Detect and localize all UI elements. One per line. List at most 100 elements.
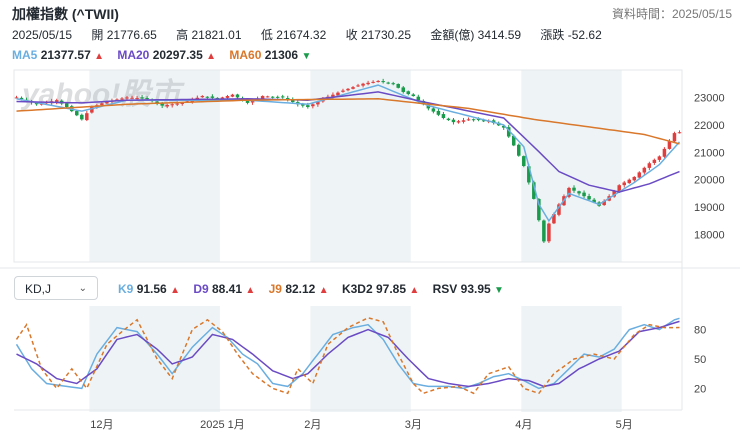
ma20-legend: MA20 20297.35 ▲	[117, 48, 219, 62]
candle-body	[642, 167, 647, 173]
ma60-line	[16, 98, 680, 145]
candle-body	[275, 96, 280, 98]
rsv-legend: RSV 93.95 ▼	[433, 282, 504, 296]
kd-shaded-band	[521, 306, 622, 412]
ma60-legend: MA60 21306 ▼	[229, 48, 311, 62]
candle-body	[220, 97, 225, 99]
ma5-value: 21377.57	[40, 48, 91, 62]
candle-body	[466, 119, 471, 121]
k9-value: 91.56	[136, 282, 167, 296]
arrow-down-icon: ▼	[301, 51, 312, 62]
candle-body	[356, 85, 360, 87]
ma60-value: 21306	[264, 48, 299, 62]
candle-body	[501, 125, 506, 128]
quote-row: 2025/05/15 開 21776.65 高 21821.01 低 21674…	[12, 26, 618, 43]
candle-body	[622, 182, 626, 186]
candle-body	[351, 87, 355, 89]
candle-body	[155, 101, 159, 104]
candle-body	[667, 141, 672, 149]
price-y-tick: 22000	[694, 120, 725, 132]
kd-y-tick: 80	[694, 325, 706, 337]
candle-body	[265, 96, 270, 98]
rsv-value: 93.95	[460, 282, 491, 296]
candle-body	[306, 105, 310, 108]
candle-body	[64, 103, 69, 108]
candle-body	[602, 200, 606, 206]
k3d2-legend: K3D2 97.85 ▲	[342, 282, 423, 296]
candle-body	[280, 96, 285, 98]
candle-body	[285, 98, 290, 100]
candle-body	[657, 156, 662, 160]
candle-body	[426, 104, 431, 109]
d9-value: 88.41	[212, 282, 243, 296]
candle-body	[582, 192, 586, 197]
page-title: 加權指數 (^TWII)	[12, 6, 119, 22]
quote-low: 低 21674.32	[260, 28, 327, 42]
candle-body	[547, 223, 551, 242]
k3d2-value: 97.85	[375, 282, 407, 296]
candle-body	[85, 113, 89, 121]
candle-body	[572, 187, 576, 191]
price-y-tick: 18000	[694, 230, 725, 242]
k9-label: K9	[118, 282, 134, 296]
ma20-label: MA20	[117, 48, 150, 62]
candle-body	[250, 100, 255, 103]
candle-body	[662, 148, 667, 157]
candle-body	[451, 119, 456, 123]
candle-body	[115, 99, 119, 101]
quote-change: 漲跌 -52.62	[540, 28, 602, 42]
arrow-up-icon: ▲	[409, 285, 420, 296]
candle-body	[120, 98, 124, 100]
candle-body	[175, 103, 179, 105]
kd-legend: K9 91.56 ▲ D9 88.41 ▲ J9 82.12 ▲ K3D2 97…	[118, 282, 514, 296]
candle-body	[54, 100, 59, 102]
candle-body	[406, 91, 411, 94]
candle-body	[537, 198, 541, 221]
arrow-up-icon: ▲	[94, 51, 104, 62]
candle-body	[336, 92, 340, 96]
candle-body	[80, 114, 84, 120]
j9-value: 82.12	[285, 282, 316, 296]
candle-body	[386, 82, 390, 84]
candle-body	[476, 118, 481, 121]
quote-date: 2025/05/15	[12, 28, 73, 42]
candle-body	[511, 135, 516, 146]
candle-body	[341, 90, 345, 92]
candle-body	[361, 83, 365, 86]
candle-body	[205, 96, 210, 98]
candle-body	[587, 196, 591, 200]
candle-body	[517, 144, 521, 156]
arrow-up-icon: ▲	[318, 285, 329, 296]
candle-body	[416, 96, 421, 101]
k3d2-label: K3D2	[341, 282, 373, 296]
candle-body	[19, 97, 24, 100]
d9-legend: D9 88.41 ▲	[193, 282, 258, 296]
candle-body	[441, 114, 446, 118]
candle-body	[14, 97, 19, 99]
candle-body	[577, 191, 581, 194]
candle-body	[672, 133, 677, 142]
candle-body	[145, 98, 149, 100]
quote-close: 收 21730.25	[345, 28, 411, 42]
candle-body	[637, 172, 642, 178]
x-tick: 5月	[616, 419, 633, 431]
candle-body	[105, 101, 109, 104]
j9-label: J9	[268, 282, 282, 296]
candle-body	[260, 96, 265, 99]
candle-body	[381, 81, 385, 83]
candle-body	[436, 110, 441, 115]
candle-body	[527, 166, 531, 183]
candle-body	[130, 97, 134, 99]
candle-body	[366, 82, 370, 85]
candle-body	[647, 163, 652, 168]
d9-label: D9	[193, 282, 209, 296]
candle-body	[316, 101, 320, 105]
candle-body	[632, 176, 637, 181]
candle-body	[592, 199, 596, 203]
candle-body	[371, 81, 375, 83]
d9-line	[16, 320, 680, 388]
indicator-select[interactable]: KD,J ⌄	[14, 276, 98, 300]
candle-body	[456, 121, 461, 123]
candle-body	[290, 99, 295, 102]
